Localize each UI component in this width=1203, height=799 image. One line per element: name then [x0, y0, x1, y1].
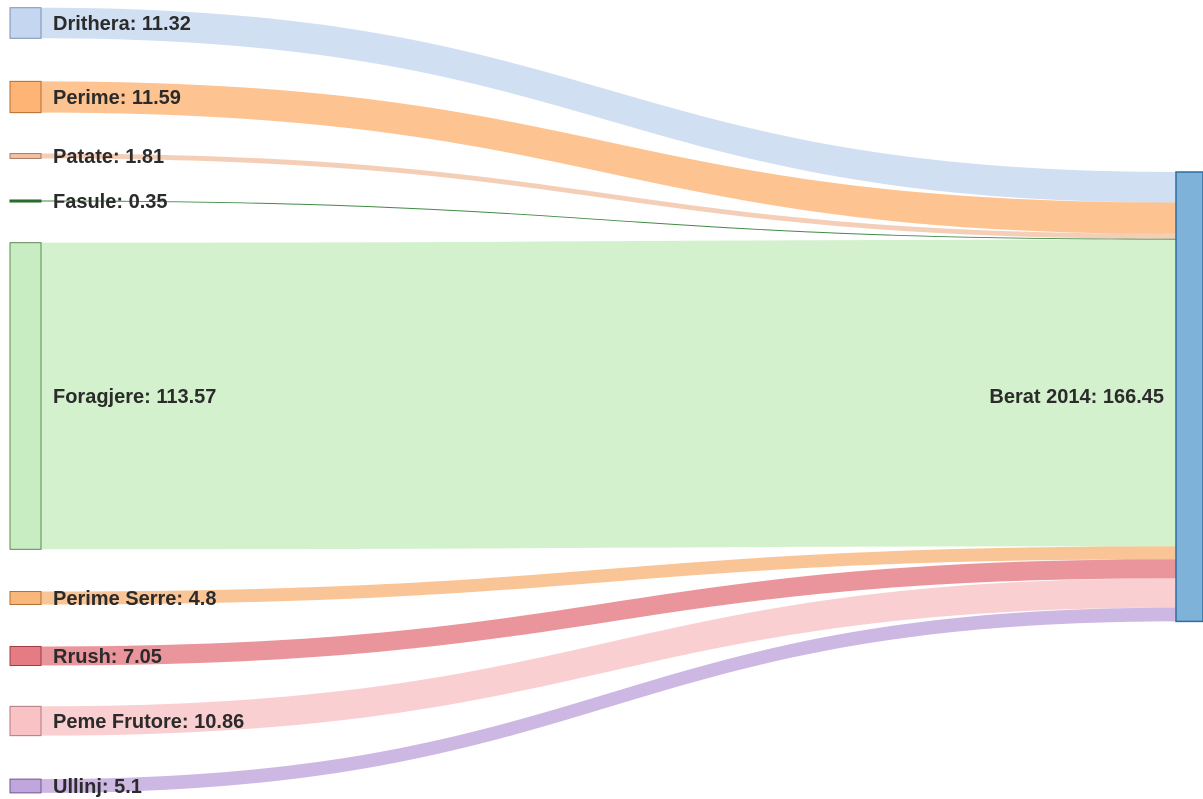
node-label-perime: Perime: 11.59: [53, 87, 181, 109]
link-drithera: [41, 7, 1176, 203]
link-ullinj: [41, 607, 1176, 793]
link-patate: [41, 153, 1176, 239]
link-perime-serre: [41, 546, 1176, 605]
node-foragjere: [9, 242, 42, 550]
node-fasule: [9, 199, 42, 203]
node-label-rrush: Rrush: 7.05: [53, 646, 162, 668]
node-ullinj: [9, 778, 42, 794]
node-berat-2014: [1175, 171, 1203, 623]
link-rrush: [41, 559, 1176, 666]
sankey-nodes: [9, 7, 1203, 794]
node-label-berat-2014: Berat 2014: 166.45: [989, 386, 1164, 408]
node-label-peme-frutore: Peme Frutore: 10.86: [53, 711, 244, 733]
node-label-drithera: Drithera: 11.32: [53, 13, 191, 35]
node-label-fasule: Fasule: 0.35: [53, 191, 168, 213]
node-perime-serre: [9, 591, 42, 605]
node-label-patate: Patate: 1.81: [53, 146, 164, 168]
node-label-perime-serre: Perime Serre: 4.8: [53, 588, 216, 610]
link-foragjere: [41, 239, 1176, 550]
node-peme-frutore: [9, 705, 42, 737]
node-drithera: [9, 7, 42, 39]
node-patate: [9, 153, 42, 159]
node-perime: [9, 80, 42, 114]
node-rrush: [9, 645, 42, 667]
node-label-foragjere: Foragjere: 113.57: [53, 386, 216, 408]
sankey-labels: Drithera: 11.32 Perime: 11.59 Patate: 1.81…: [53, 13, 1164, 798]
link-fasule: [41, 200, 1176, 240]
link-peme-frutore: [41, 578, 1176, 736]
link-perime: [41, 81, 1176, 234]
node-label-ullinj: Ullinj: 5.1: [53, 776, 142, 798]
sankey-links: [41, 7, 1176, 793]
